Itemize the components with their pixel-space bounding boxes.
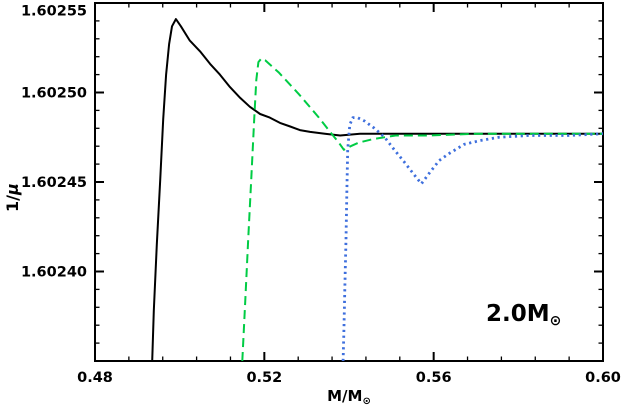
series-dotted-blue	[341, 116, 604, 362]
mu-symbol: μ	[3, 183, 22, 196]
y-axis-title: 1/μ	[3, 183, 22, 212]
series-solid-black	[151, 18, 603, 362]
y-tick-label: 1.60240	[21, 265, 87, 281]
x-tick-label: 0.60	[585, 370, 621, 386]
y-tick-label: 1.60255	[21, 4, 87, 20]
x-tick-label: 0.56	[416, 370, 452, 386]
sun-symbol-icon: ⊙	[549, 313, 562, 329]
y-axis-title-text: 1/	[3, 195, 22, 212]
series-dashed-green	[241, 57, 603, 362]
y-tick-label: 1.60245	[21, 175, 87, 191]
mass-annotation-text: 2.0M	[486, 301, 550, 327]
x-axis-title-text: M/M	[327, 387, 363, 405]
sun-symbol-icon: ⊙	[362, 396, 371, 407]
y-tick-label: 1.60250	[21, 86, 87, 102]
mass-annotation: 2.0M⊙	[486, 301, 561, 329]
x-tick-label: 0.52	[246, 370, 282, 386]
x-axis-title: M/M⊙	[95, 387, 603, 407]
x-tick-label: 0.48	[77, 370, 113, 386]
